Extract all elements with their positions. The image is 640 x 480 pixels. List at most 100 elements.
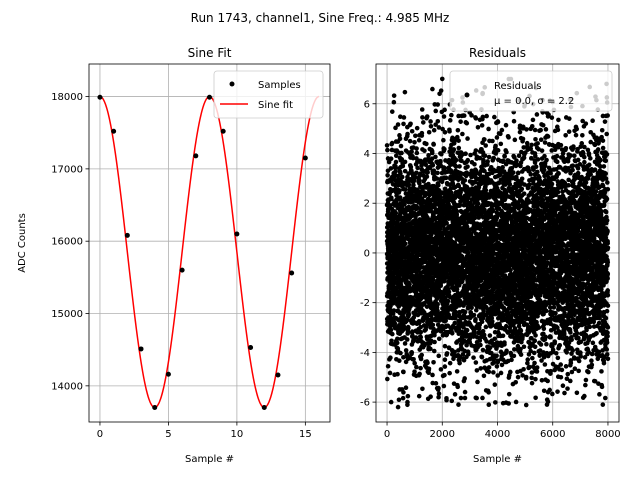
residual-point (464, 120, 470, 126)
residual-point (492, 114, 497, 120)
residual-point (483, 187, 489, 193)
residual-point (482, 153, 488, 159)
residual-point (513, 379, 519, 385)
residual-point (449, 112, 454, 118)
residual-point (420, 386, 425, 392)
residual-point (414, 146, 419, 151)
residual-point (498, 370, 504, 376)
residual-point (463, 151, 468, 157)
sample-point (207, 94, 212, 100)
residual-point (475, 379, 480, 385)
residual-point (433, 108, 439, 114)
sample-point (220, 128, 226, 134)
residual-point (389, 109, 395, 114)
sine-fit-ylabel: ADC Counts (17, 213, 28, 273)
residual-point (511, 170, 516, 175)
residual-point (464, 327, 470, 333)
residual-point (414, 150, 420, 156)
residual-point (402, 201, 407, 207)
residual-point (472, 161, 477, 167)
residual-point (430, 372, 435, 378)
residual-point (436, 336, 442, 342)
residual-point (479, 354, 485, 360)
residual-point (401, 355, 406, 360)
residual-point (473, 360, 479, 365)
sine-fit-ytick-label: 18000 (51, 92, 83, 103)
residual-point (486, 365, 492, 370)
residual-point (429, 150, 435, 156)
residual-point (438, 367, 444, 372)
sample-point (138, 346, 144, 352)
residual-point (397, 133, 402, 138)
residual-point (465, 157, 471, 163)
residual-point (512, 137, 518, 143)
residual-point (385, 172, 390, 178)
residual-point (475, 124, 481, 130)
residual-point (456, 138, 461, 143)
residual-point (399, 174, 405, 180)
residual-point (438, 158, 443, 164)
residual-point (403, 385, 409, 391)
residual-point (420, 115, 425, 120)
residual-point (428, 119, 433, 124)
residual-point (426, 129, 432, 135)
residual-point (462, 178, 468, 183)
sine-fit-plot-area (97, 94, 320, 411)
residual-point (406, 312, 412, 317)
residual-point (494, 364, 500, 369)
residual-point (506, 391, 512, 397)
sample-point (275, 372, 281, 378)
residual-point (483, 324, 489, 330)
residual-point (461, 113, 467, 118)
sample-point (152, 405, 158, 411)
residual-point (482, 137, 487, 142)
residual-point (458, 395, 464, 401)
residual-point (405, 399, 410, 405)
residual-point (442, 343, 448, 349)
sample-point (111, 128, 117, 134)
residual-point (431, 142, 436, 147)
sample-point (289, 270, 295, 276)
residual-point (411, 356, 416, 362)
residual-point (410, 329, 415, 334)
sample-point (248, 345, 254, 351)
residual-point (397, 195, 403, 200)
residual-point (388, 166, 394, 171)
residual-point (447, 360, 453, 366)
residual-point (412, 369, 417, 374)
residual-point (491, 370, 496, 375)
residual-point (495, 148, 501, 153)
residual-point (385, 376, 390, 382)
residual-point (433, 154, 438, 160)
residual-point (447, 118, 453, 123)
sine-fit-xtick-label: 15 (299, 429, 312, 440)
residual-point (457, 164, 462, 169)
residual-point (400, 163, 406, 169)
residual-point (444, 351, 450, 356)
sine-fit-ytick-label: 17000 (51, 164, 83, 175)
residual-point (435, 118, 441, 124)
residual-point (405, 393, 411, 399)
residual-point (486, 402, 492, 407)
residual-point (486, 154, 492, 160)
residual-point (430, 86, 435, 92)
residual-point (424, 174, 430, 179)
residual-point (428, 123, 434, 129)
residual-point (393, 159, 399, 165)
sine-fit-title: Sine Fit (188, 46, 232, 60)
sine-fit-xtick-label: 10 (231, 429, 244, 440)
residual-point (454, 209, 460, 214)
residual-point (445, 298, 451, 304)
residual-point (435, 102, 441, 107)
residual-point (479, 123, 485, 128)
residual-point (391, 99, 397, 105)
residual-point (400, 395, 406, 401)
legend-sine-fit-label: Sine fit (258, 100, 293, 111)
residual-point (401, 121, 406, 127)
residual-point (478, 342, 483, 348)
residual-point (407, 282, 412, 287)
residual-point (394, 340, 400, 346)
residual-point (485, 159, 490, 164)
residual-point (471, 312, 477, 318)
